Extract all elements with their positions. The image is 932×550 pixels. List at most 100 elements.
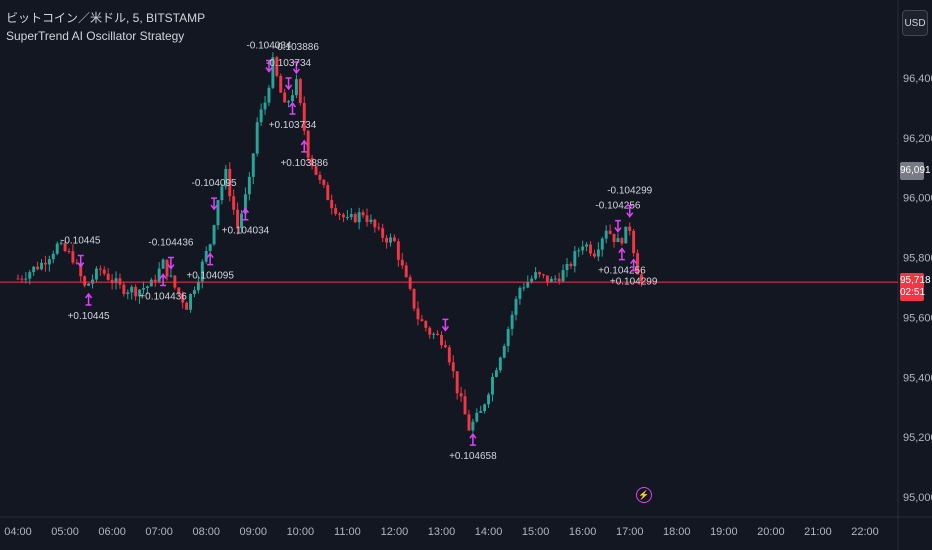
candle-body	[110, 279, 114, 284]
candle-body	[392, 237, 396, 242]
candle-body	[130, 286, 134, 293]
candle-body	[67, 251, 71, 253]
candle-body	[326, 184, 330, 201]
candle-body	[565, 263, 569, 271]
candle-body	[628, 226, 632, 231]
candle-body	[83, 276, 87, 286]
candle-body	[47, 259, 51, 265]
candle-body	[353, 214, 357, 223]
candle-body	[632, 230, 636, 254]
candle-body	[51, 253, 55, 260]
candle-body	[59, 242, 63, 244]
candle-body	[600, 238, 604, 250]
time-tick-label: 19:00	[710, 526, 738, 538]
candle-body	[291, 95, 294, 102]
candle-body	[636, 253, 640, 275]
price-tick-label: 96,400	[903, 73, 932, 85]
time-tick-label: 10:00	[287, 526, 315, 538]
candle-body	[138, 289, 142, 297]
time-tick-label: 22:00	[851, 526, 879, 538]
symbol-title[interactable]: ビットコイン／米ドル, 5, BITSTAMP	[6, 11, 206, 25]
candle-body	[573, 251, 577, 267]
price-tick-label: 95,800	[903, 253, 932, 265]
time-tick-label: 16:00	[569, 526, 597, 538]
candle-body	[463, 396, 467, 415]
candle-body	[479, 411, 483, 413]
candle-body	[302, 102, 306, 131]
long-signal-label: +0.104095	[186, 271, 234, 282]
long-signal-label: +0.104658	[449, 451, 497, 462]
time-tick-label: 18:00	[663, 526, 691, 538]
short-signal-arrow	[614, 219, 622, 233]
price-tick-label: 95,600	[903, 312, 932, 324]
candle-body	[283, 92, 287, 103]
candle-body	[436, 333, 440, 335]
candle-body	[385, 237, 389, 243]
candle-body	[177, 287, 181, 294]
candle-body	[267, 87, 271, 103]
countdown-timer: 02:51	[900, 287, 926, 298]
candle-body	[408, 277, 412, 289]
candle-body	[32, 266, 36, 273]
candle-body	[102, 269, 106, 274]
candle-body	[192, 290, 196, 294]
short-signal-arrow	[167, 256, 175, 270]
candle-body	[196, 281, 200, 291]
candle-body	[134, 286, 138, 297]
long-signal-label: +0.10445	[68, 311, 110, 322]
candle-body	[412, 288, 416, 309]
time-tick-label: 06:00	[98, 526, 126, 538]
candle-body	[294, 79, 298, 96]
price-tick-label: 96,200	[903, 133, 932, 145]
time-tick-label: 07:00	[145, 526, 173, 538]
strategy-title[interactable]: SuperTrend AI Oscillator Strategy	[6, 29, 185, 43]
candle-body	[204, 250, 208, 262]
candle-body	[236, 209, 240, 229]
short-signal-arrow	[441, 318, 450, 332]
candle-body	[106, 273, 110, 280]
candle-body	[585, 244, 589, 247]
candle-body	[251, 153, 255, 177]
time-tick-label: 09:00	[240, 526, 268, 538]
candle-body	[475, 412, 479, 422]
candle-body	[596, 249, 600, 257]
short-signal-label: -0.104256	[595, 201, 640, 212]
candle-body	[330, 200, 334, 209]
long-signal-arrow	[159, 273, 167, 287]
candle-body	[75, 262, 79, 264]
short-signal-label: -0.103734	[266, 58, 311, 69]
candle-body	[185, 302, 189, 310]
candle-body	[608, 230, 612, 234]
candle-body	[255, 122, 259, 154]
current-price-badge: 95,718 02:51	[900, 273, 931, 301]
candle-body	[440, 334, 443, 346]
short-signal-arrow	[292, 61, 301, 75]
candle-body	[640, 274, 643, 282]
lightning-icon[interactable]: ⚡	[636, 487, 652, 503]
candle-body	[169, 275, 173, 277]
candle-body	[247, 176, 251, 195]
candle-body	[220, 186, 224, 201]
long-signal-arrow	[241, 207, 250, 221]
time-tick-label: 15:00	[522, 526, 550, 538]
candle-body	[232, 196, 236, 210]
candle-body	[612, 233, 616, 243]
candle-body	[428, 327, 432, 335]
currency-button[interactable]: USD	[902, 10, 928, 36]
candle-body	[279, 75, 283, 93]
time-tick-label: 04:00	[4, 526, 32, 538]
candle-body	[487, 394, 491, 405]
candle-body	[173, 275, 177, 288]
long-signal-arrow	[288, 101, 297, 115]
candle-body	[153, 279, 157, 282]
candle-body	[538, 272, 541, 275]
candle-body	[616, 238, 620, 243]
candle-body	[416, 308, 420, 320]
candle-body	[224, 168, 228, 187]
candle-body	[94, 268, 98, 280]
short-signal-arrow	[626, 204, 634, 218]
candle-body	[455, 371, 459, 394]
candle-body	[357, 212, 361, 223]
